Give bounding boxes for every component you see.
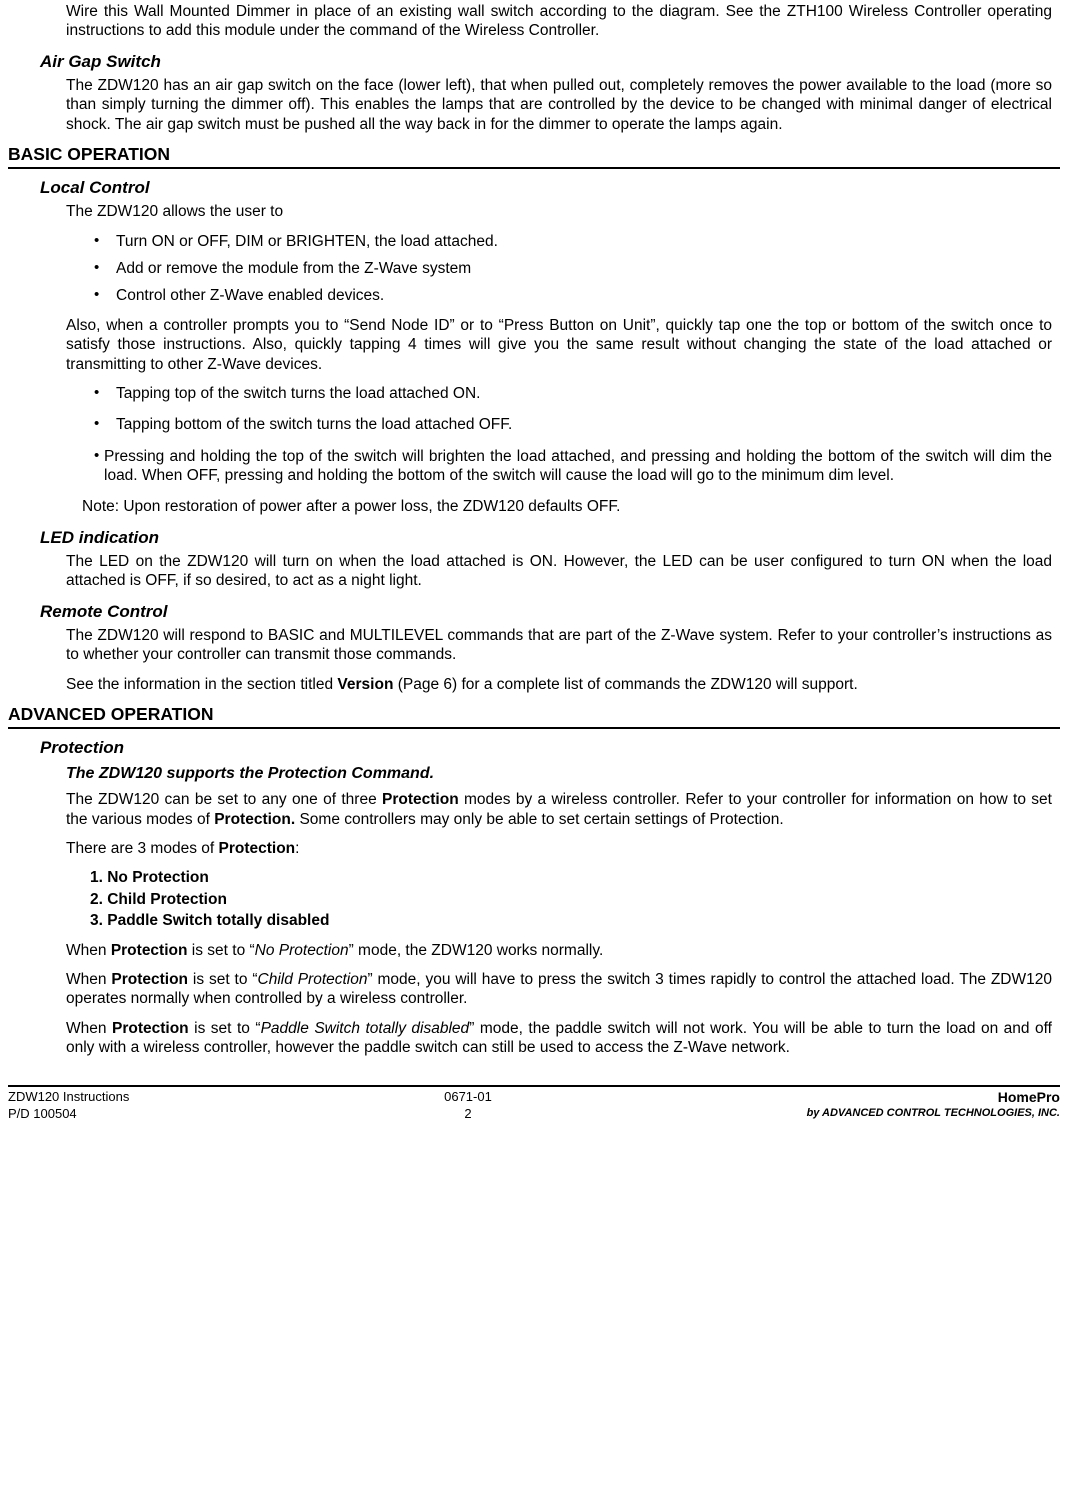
footer-brand: HomePro: [807, 1089, 1060, 1107]
local-control-bullets: Turn ON or OFF, DIM or BRIGHTEN, the loa…: [8, 232, 1060, 306]
local-bullet-2: Add or remove the module from the Z-Wave…: [8, 259, 1060, 278]
mode3-paragraph: When Protection is set to “Paddle Switch…: [66, 1019, 1052, 1058]
remote-p2-version: Version: [337, 676, 393, 693]
remote-p2-c: (Page 6) for a complete list of commands…: [393, 676, 857, 693]
tap-bullet-hold: Pressing and holding the top of the swit…: [8, 447, 1060, 486]
prot-p2-c: :: [295, 840, 299, 857]
footer-rule: [8, 1085, 1060, 1087]
m1-c: is set to “: [187, 942, 254, 959]
footer-doc-title: ZDW120 Instructions: [8, 1089, 129, 1105]
advanced-operation-heading: ADVANCED OPERATION: [8, 704, 1060, 729]
prot-p2-a: There are 3 modes of: [66, 840, 219, 857]
remote-control-p1: The ZDW120 will respond to BASIC and MUL…: [66, 626, 1052, 665]
mode-child-protection: 2. Child Protection: [90, 890, 1060, 909]
footer-right: HomePro by ADVANCED CONTROL TECHNOLOGIES…: [807, 1089, 1060, 1122]
footer-center: 0671-01 2: [444, 1089, 492, 1122]
local-control-node-id-paragraph: Also, when a controller prompts you to “…: [66, 316, 1052, 374]
protection-p1: The ZDW120 can be set to any one of thre…: [66, 790, 1052, 829]
local-bullet-1: Turn ON or OFF, DIM or BRIGHTEN, the loa…: [8, 232, 1060, 251]
footer-left: ZDW120 Instructions P/D 100504: [8, 1089, 129, 1122]
remote-control-heading: Remote Control: [40, 601, 1060, 622]
tap-bullet-on: Tapping top of the switch turns the load…: [8, 384, 1060, 403]
led-indication-heading: LED indication: [40, 527, 1060, 548]
prot-p2-b: Protection: [219, 840, 296, 857]
m1-e: ” mode, the ZDW120 works normally.: [349, 942, 604, 959]
prot-p1-d: Protection.: [214, 811, 295, 828]
led-indication-paragraph: The LED on the ZDW120 will turn on when …: [66, 552, 1052, 591]
tap-hold-line1: Pressing and holding the top of the swit…: [104, 448, 875, 465]
m3-c: is set to “: [189, 1020, 261, 1037]
m2-c: is set to “: [188, 971, 257, 988]
m2-d: Child Protection: [258, 971, 368, 988]
tap-bullet-off: Tapping bottom of the switch turns the l…: [8, 415, 1060, 434]
local-control-intro: The ZDW120 allows the user to: [66, 202, 1060, 221]
prot-p1-a: The ZDW120 can be set to any one of thre…: [66, 791, 382, 808]
footer-pd: P/D 100504: [8, 1106, 129, 1122]
tap-instructions-bullets: Tapping top of the switch turns the load…: [8, 384, 1060, 486]
m3-a: When: [66, 1020, 112, 1037]
m3-d: Paddle Switch totally disabled: [261, 1020, 470, 1037]
m2-a: When: [66, 971, 111, 988]
m1-d: No Protection: [255, 942, 349, 959]
local-bullet-3: Control other Z-Wave enabled devices.: [8, 286, 1060, 305]
page-footer: ZDW120 Instructions P/D 100504 0671-01 2…: [8, 1089, 1060, 1122]
power-loss-note: Note: Upon restoration of power after a …: [82, 497, 1060, 516]
air-gap-paragraph: The ZDW120 has an air gap switch on the …: [66, 76, 1052, 134]
local-control-heading: Local Control: [40, 177, 1060, 198]
prot-p1-b: Protection: [382, 791, 459, 808]
m3-b: Protection: [112, 1020, 189, 1037]
m2-b: Protection: [111, 971, 188, 988]
m1-b: Protection: [111, 942, 188, 959]
remote-p2-a: See the information in the section title…: [66, 676, 337, 693]
mode-no-protection: 1. No Protection: [90, 868, 1060, 887]
mode-paddle-disabled: 3. Paddle Switch totally disabled: [90, 911, 1060, 930]
mode2-paragraph: When Protection is set to “Child Protect…: [66, 970, 1052, 1009]
prot-p1-e: Some controllers may only be able to set…: [295, 811, 784, 828]
mode1-paragraph: When Protection is set to “No Protection…: [66, 941, 1052, 960]
basic-operation-heading: BASIC OPERATION: [8, 144, 1060, 169]
m1-a: When: [66, 942, 111, 959]
remote-control-p2: See the information in the section title…: [66, 675, 1052, 694]
protection-heading: Protection: [40, 737, 1060, 758]
footer-doc-number: 0671-01: [444, 1089, 492, 1105]
protection-p2: There are 3 modes of Protection:: [66, 839, 1052, 858]
footer-page-number: 2: [444, 1106, 492, 1122]
footer-company: by ADVANCED CONTROL TECHNOLOGIES, INC.: [807, 1107, 1060, 1121]
intro-wire-paragraph: Wire this Wall Mounted Dimmer in place o…: [66, 2, 1052, 41]
protection-supports-line: The ZDW120 supports the Protection Comma…: [66, 764, 1060, 784]
protection-modes-list: 1. No Protection 2. Child Protection 3. …: [90, 868, 1060, 930]
air-gap-heading: Air Gap Switch: [40, 51, 1060, 72]
